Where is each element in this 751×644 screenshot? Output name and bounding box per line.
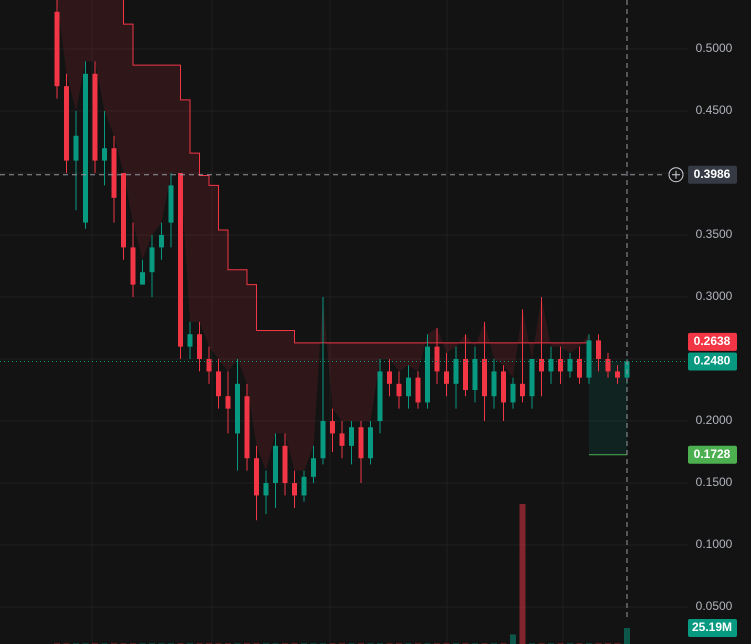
candle-body	[615, 371, 620, 378]
candle-body	[301, 476, 307, 496]
candle-body	[64, 86, 69, 161]
stop-price-label: 0.2638	[694, 334, 731, 348]
candle-body	[54, 11, 60, 87]
candle-body	[586, 340, 592, 378]
candle-body	[406, 377, 411, 397]
candle-body	[187, 334, 193, 347]
y-tick-label: 0.0500	[696, 599, 733, 613]
add-alert-icon[interactable]	[668, 167, 684, 183]
candle-body	[567, 359, 573, 372]
candle-body	[425, 346, 430, 403]
candle-body	[320, 421, 326, 459]
candle-body	[482, 359, 487, 397]
candle-body	[330, 421, 335, 434]
candle-body	[415, 377, 421, 403]
candle-body	[358, 427, 364, 459]
y-tick-label: 0.5000	[696, 41, 733, 55]
candle-body	[235, 383, 240, 434]
candle-body	[216, 371, 221, 397]
y-tick-label: 0.1000	[696, 537, 733, 551]
grid	[0, 0, 688, 644]
candle-body	[444, 371, 449, 384]
candle-body	[434, 346, 440, 372]
y-tick-label: 0.3500	[696, 227, 733, 241]
crosshair-price-label: 0.3986	[694, 167, 731, 181]
candle-body	[596, 340, 601, 360]
candle-body	[197, 334, 202, 360]
y-tick-label: 0.4500	[696, 103, 733, 117]
candle-body	[92, 73, 98, 161]
candle-body	[339, 433, 345, 446]
candle-body	[539, 359, 544, 372]
candle-body	[83, 73, 88, 223]
add-alert-plus	[672, 170, 680, 179]
candle-body	[254, 458, 259, 496]
candle-body	[377, 371, 383, 422]
candle-body	[111, 148, 117, 198]
candle-body	[263, 483, 269, 496]
candle-body	[140, 272, 145, 285]
candle-body	[605, 359, 611, 372]
candle-body	[529, 359, 535, 397]
crosshair-price-label-bg	[688, 165, 737, 184]
candle-body	[292, 483, 297, 496]
candle-body	[282, 445, 288, 484]
candle-body	[396, 383, 402, 397]
plot	[0, 0, 688, 644]
stop-line	[123, 0, 589, 344]
candle-body	[73, 135, 79, 161]
candle-body	[273, 445, 278, 484]
target-price-label: 0.1728	[694, 447, 731, 461]
candle-body	[501, 371, 506, 403]
candle-body	[102, 148, 107, 161]
candle-body	[472, 359, 478, 391]
candle-body	[149, 247, 155, 273]
price-axis: 0.05000.10000.15000.20000.25000.30000.35…	[668, 41, 737, 637]
volume-bar	[510, 634, 516, 644]
stop-price-label-bg	[688, 332, 737, 351]
candle-body	[558, 359, 563, 372]
candle-body	[225, 396, 231, 409]
candle-body	[121, 172, 126, 248]
y-tick-label: 0.3000	[696, 289, 733, 303]
last-price-label: 0.2480	[694, 354, 731, 368]
candle-body	[548, 359, 554, 372]
candle-body	[463, 359, 468, 391]
volume-bar	[519, 504, 526, 644]
y-tick-label: 0.2000	[696, 413, 733, 427]
last-price-label-bg	[688, 352, 737, 371]
volume-label: 25.19M	[692, 620, 732, 634]
candle-body	[453, 359, 459, 384]
candle-body	[520, 383, 525, 397]
candle-body	[368, 427, 373, 459]
candle-body	[491, 371, 497, 397]
candle-body	[577, 359, 582, 378]
candle-body	[206, 359, 212, 372]
candle-body	[349, 427, 354, 446]
candle-body	[387, 371, 392, 384]
candle-body	[178, 172, 183, 347]
volume-bar	[624, 627, 630, 644]
candle-body	[159, 235, 164, 248]
volume-label-bg	[688, 619, 737, 637]
stop-area	[57, 0, 589, 471]
target-price-label-bg	[688, 445, 737, 464]
candle-body	[168, 185, 174, 223]
y-tick-label: 0.1500	[696, 475, 733, 489]
candle-body	[311, 458, 316, 477]
candle-body	[130, 247, 136, 285]
candle-body	[510, 383, 516, 403]
candle-body	[244, 396, 250, 459]
